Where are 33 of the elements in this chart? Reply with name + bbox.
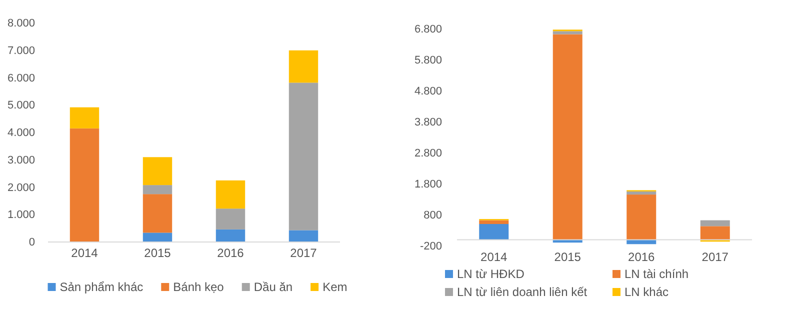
y-tick-label: 6.000 <box>7 72 35 84</box>
legend-label: LN khác <box>624 285 669 300</box>
x-tick-label: 2017 <box>702 250 729 264</box>
x-tick-label: 2015 <box>554 250 582 264</box>
y-tick-label: 0 <box>28 236 35 249</box>
legend-label: Kem <box>322 280 348 294</box>
x-tick-label: 2015 <box>144 246 172 260</box>
x-tick-label: 2016 <box>217 246 244 260</box>
legend-label: LN từ liên doanh liên kết <box>457 285 588 300</box>
y-tick-label: 6.800 <box>414 24 442 36</box>
y-tick-label: -200 <box>420 240 442 253</box>
x-tick-label: 2017 <box>290 246 318 260</box>
y-tick-label: 1.800 <box>414 178 442 191</box>
x-tick-label: 2014 <box>71 246 98 260</box>
y-tick-label: 5.000 <box>7 100 35 112</box>
legend-label: LN tài chính <box>624 267 689 282</box>
y-tick-label: 2.000 <box>7 182 35 194</box>
x-tick-label: 2014 <box>480 250 508 264</box>
legend-label: LN từ HĐKD <box>457 267 525 282</box>
y-tick-label: 800 <box>424 210 442 222</box>
y-tick-label: 4.000 <box>7 127 35 140</box>
y-tick-label: 4.800 <box>414 86 442 98</box>
y-tick-label: 7.000 <box>7 44 35 57</box>
x-tick-label: 2016 <box>628 250 656 264</box>
legend-label: Sản phẩm khác <box>60 280 144 294</box>
legend-label: Dầu ăn <box>254 280 293 294</box>
legend-label: Bánh kẹo <box>173 280 224 294</box>
y-tick-label: 8.000 <box>7 18 35 30</box>
y-tick-label: 3.800 <box>414 116 442 129</box>
y-tick-label: 3.000 <box>7 154 35 166</box>
y-tick-label: 1.000 <box>7 209 35 222</box>
y-tick-label: 5.800 <box>414 54 442 67</box>
y-tick-label: 2.800 <box>414 148 442 160</box>
